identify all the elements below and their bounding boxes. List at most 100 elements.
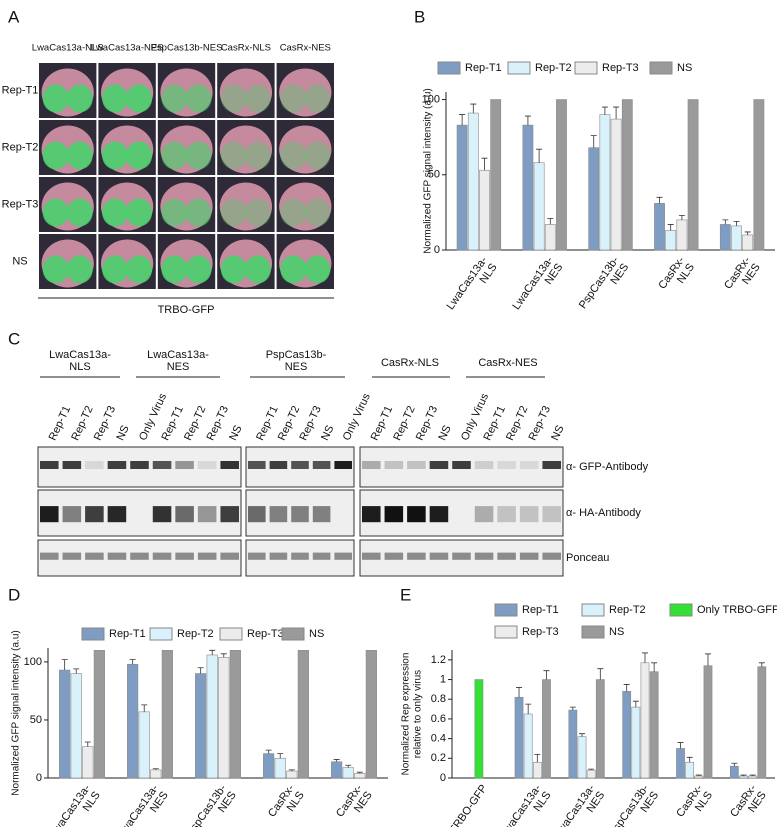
error-bar: [590, 135, 597, 148]
legend-label: Rep-T3: [522, 626, 559, 638]
y-tick-label: 1.2: [431, 654, 446, 666]
bar: [621, 99, 633, 251]
bar: [479, 169, 490, 251]
bar: [610, 118, 622, 251]
band: [175, 552, 194, 560]
band: [269, 461, 288, 469]
band: [384, 552, 404, 560]
legend-label: Rep-T1: [109, 628, 146, 640]
legend-label: NS: [309, 628, 324, 640]
leaf-gfp: [304, 255, 331, 284]
lane-label: NS: [436, 424, 453, 443]
band: [291, 506, 309, 523]
lane-label: NS: [549, 424, 566, 443]
band: [248, 506, 266, 523]
error-bar: [481, 157, 488, 171]
y-tick-label: 0.2: [431, 752, 446, 764]
error-bar: [632, 700, 639, 708]
x-tick-label: PspCas13b-NES: [184, 782, 239, 827]
blot-group-label: LwaCas13a-NLS: [49, 349, 111, 373]
band: [175, 506, 194, 523]
bar: [522, 124, 534, 251]
column-label: CasRx-NES: [280, 43, 331, 54]
bar: [490, 99, 502, 251]
bar: [703, 665, 713, 779]
band: [269, 552, 288, 560]
band: [40, 461, 59, 469]
error-bar: [597, 668, 604, 680]
error-bar: [722, 219, 729, 225]
bar: [286, 770, 298, 779]
caption: TRBO-GFP: [158, 304, 215, 316]
legend-swatch: [494, 603, 518, 617]
x-tick-label: LwaCas13a-NLS: [48, 782, 103, 827]
band: [85, 461, 104, 469]
bar: [586, 769, 596, 779]
blot: [245, 539, 355, 577]
x-tick-label: LwaCas13a-NES: [510, 254, 565, 319]
bar: [127, 663, 139, 779]
legend-swatch: [581, 625, 605, 639]
band: [429, 506, 449, 523]
band: [407, 552, 426, 560]
error-bar: [152, 768, 159, 770]
error-bar: [641, 652, 648, 663]
error-bar: [623, 684, 630, 692]
leaf-gfp: [66, 255, 93, 284]
x-tick-label: PspCas13b-NES: [577, 254, 632, 318]
x-tick-label: PspCas13b-NES: [607, 782, 662, 827]
bar: [665, 230, 677, 251]
leaf-gfp: [126, 141, 153, 170]
leaf-gfp: [220, 255, 247, 284]
error-bar: [656, 196, 663, 204]
error-bar: [547, 218, 554, 225]
band: [248, 461, 266, 469]
bar: [568, 709, 578, 779]
band: [220, 506, 239, 523]
band: [107, 461, 127, 469]
blot-group-label: CasRx-NLS: [381, 357, 439, 369]
bar: [676, 219, 688, 251]
bar: [731, 225, 742, 251]
band: [384, 506, 404, 523]
band: [40, 552, 59, 560]
bar: [150, 769, 162, 779]
error-bar: [141, 704, 148, 712]
panel-label: A: [8, 7, 20, 26]
band: [474, 506, 494, 523]
bar: [523, 713, 533, 779]
bar: [533, 162, 545, 251]
band: [291, 461, 309, 469]
leaf-gfp: [102, 198, 129, 227]
error-bar: [288, 769, 295, 772]
leaf-gfp: [161, 255, 188, 284]
leaf: [279, 125, 332, 174]
error-bar: [333, 759, 340, 762]
leaf-gfp: [102, 255, 129, 284]
band: [312, 506, 331, 523]
blot-row-label: α- GFP-Antibody: [566, 461, 649, 473]
error-bar: [569, 706, 576, 711]
bar: [456, 124, 468, 251]
bar: [719, 224, 731, 251]
band: [474, 461, 494, 469]
error-bar: [695, 774, 702, 777]
legend-swatch: [507, 61, 531, 75]
bar: [263, 753, 275, 779]
band: [152, 552, 172, 560]
row-label: Rep-T2: [2, 141, 39, 153]
band: [152, 506, 172, 523]
leaf-gfp: [42, 198, 69, 227]
leaf-gfp: [42, 84, 69, 113]
band: [62, 506, 82, 523]
leaf-gfp: [42, 255, 69, 284]
blot-row-label: α- HA-Antibody: [566, 507, 641, 519]
leaf-gfp: [161, 198, 188, 227]
column-label: LwaCas13a-NLS: [32, 43, 104, 54]
band: [197, 552, 217, 560]
leaf-gfp: [244, 84, 271, 113]
leaf-gfp: [126, 255, 153, 284]
legend-label: NS: [677, 62, 692, 74]
bar: [595, 679, 605, 779]
